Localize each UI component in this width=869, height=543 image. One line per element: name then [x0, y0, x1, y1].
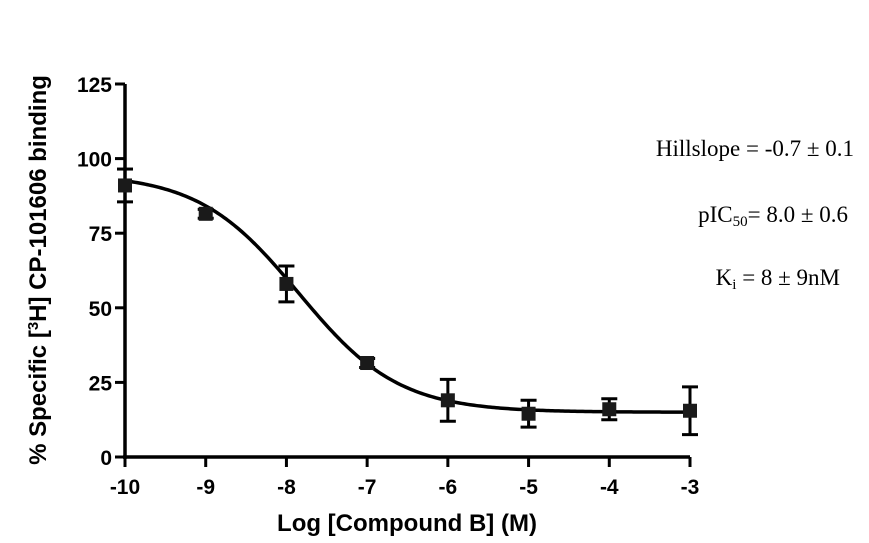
axes: 0 25 50 75 100 125 -10 -9 -8 -7 -6 -5 -4 -3	[77, 74, 699, 499]
x-tick-label: -3	[681, 476, 700, 499]
data-point	[520, 398, 537, 429]
square-marker	[118, 178, 132, 193]
square-marker	[521, 406, 536, 421]
y-axis-label-part-1: % Specific [	[25, 330, 52, 465]
x-tick-label: -9	[196, 476, 215, 499]
pic50-subscript: 50	[733, 214, 748, 230]
square-marker	[440, 393, 455, 408]
x-tick-label: -6	[439, 476, 458, 499]
fit-curve-group	[124, 179, 690, 414]
y-tick-label: 75	[89, 223, 113, 246]
hillslope-text: Hillslope = -0.7 ± 0.1	[656, 136, 854, 161]
x-tick-label: -8	[277, 476, 296, 499]
square-marker	[198, 206, 213, 221]
y-tick-label: 0	[100, 447, 112, 470]
square-marker	[602, 402, 617, 417]
data-point	[117, 167, 133, 204]
y-tick-label: 125	[77, 74, 112, 97]
ki-text-main: K	[716, 265, 733, 290]
y-tick-label: 100	[77, 149, 112, 172]
pic50-text-main: pIC	[698, 202, 733, 227]
x-axis-label: Log [Compound B] (M)	[277, 510, 537, 537]
square-marker	[360, 356, 375, 371]
hillslope-annotation: Hillslope = -0.7 ± 0.1	[656, 136, 854, 161]
ki-annotation: Ki = 8 ± 9nM	[716, 265, 840, 293]
x-ticks: -10 -9 -8 -7 -6 -5 -4 -3	[110, 457, 700, 499]
x-tick-label: -10	[110, 476, 140, 499]
x-tick-label: -7	[358, 476, 377, 499]
data-point	[439, 377, 456, 423]
square-marker	[279, 276, 294, 291]
data-point	[278, 264, 295, 304]
data-point	[359, 356, 376, 371]
x-tick-label: -5	[519, 476, 538, 499]
data-point	[601, 397, 618, 422]
data-point	[682, 385, 698, 437]
data-points	[117, 167, 698, 437]
y-axis-label-superscript: 3	[25, 322, 42, 330]
ki-subscript: i	[732, 277, 736, 293]
ki-text-value: = 8 ± 9nM	[736, 265, 840, 290]
y-axis-label-part-2: H] CP-101606 binding	[25, 75, 52, 322]
fit-curve	[124, 179, 690, 414]
x-tick-label: -4	[600, 476, 619, 499]
annotations: Hillslope = -0.7 ± 0.1 pIC50= 8.0 ± 0.6 …	[656, 136, 854, 293]
pic50-annotation: pIC50= 8.0 ± 0.6	[698, 202, 848, 230]
y-ticks: 0 25 50 75 100 125	[77, 74, 125, 470]
square-marker	[683, 403, 697, 418]
data-point	[197, 206, 214, 221]
pic50-text-value: = 8.0 ± 0.6	[748, 202, 848, 227]
y-axis-label: % Specific [3H] CP-101606 binding	[25, 75, 53, 465]
y-tick-label: 25	[89, 372, 113, 395]
y-tick-label: 50	[89, 298, 112, 321]
